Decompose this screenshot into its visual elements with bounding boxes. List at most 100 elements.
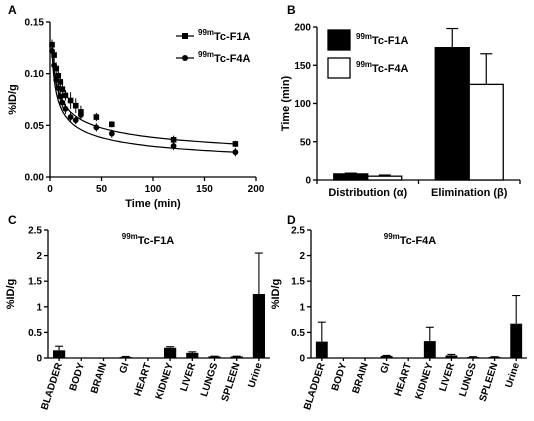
panel-a-point-1 [51,62,58,69]
panel-a-x-tick-label: 100 [145,184,162,195]
panel-d-y-tick-label: 1.5 [291,277,305,288]
panel-c-y-tick-label: 2 [36,251,42,262]
panel-d-category-label-3: GI [379,361,393,375]
panel-a-x-tick-label: 150 [196,184,213,195]
panel-c-category-label-5: KIDNEY [154,361,176,401]
panel-a-point-0 [67,97,74,104]
panel-d-y-label: %ID/g [270,279,282,310]
panel-a-point-1 [93,124,100,131]
panel-c-bar-5 [163,347,177,358]
panel-a-point-0 [72,102,79,109]
panel-c-y-tick-label: 0 [36,354,42,365]
panel-a-point-0 [232,141,239,147]
panel-c-category-label-0: BLADDER [39,361,65,412]
panel-b-letter: B [287,3,296,17]
panel-c-category-label-8: SPLEEN [220,362,243,403]
panel-b-y-tick-label: 0 [305,176,311,187]
panel-d-category-label-9: Urine [504,361,522,389]
panel-a-x-tick-label: 0 [47,184,53,195]
panel-d-y-tick-label: 2.5 [291,226,305,237]
panel-c-y-tick-label: 0.5 [28,328,42,339]
panel-d-letter: D [287,213,296,227]
panel-b-legend-label-0-isotope-sup: 99m [356,32,372,41]
panel-a-point-0 [93,114,100,120]
panel-c-y-tick-label: 1 [36,302,42,313]
panel-b-category-label-0: Distribution (α) [328,187,407,199]
panel-c-y-label: %ID/g [5,279,17,310]
panel-d-bar-8 [488,356,501,358]
panel-c-category-label-2: BRAIN [89,362,109,396]
panel-a-point-1 [62,105,69,112]
panel-a-point-0 [109,121,115,128]
panel-d-y-tick-label: 1 [299,302,305,313]
panel-a-point-1 [108,130,115,137]
panel-c-bar-6 [186,352,199,358]
panel-a-y-tick-label: 0.05 [25,121,45,132]
panel-a-x-label: Time (min) [125,198,181,210]
panel-a-x-tick-label: 200 [248,184,265,195]
panel-b-legend-label-0-compound: Tc-F1A [372,35,409,47]
panel-a-legend-marker-0 [182,33,188,39]
panel-b-legend-label-1-compound: Tc-F4A [372,63,409,75]
panel-d-y-tick-label: 0.5 [291,328,305,339]
panel-b-y-tick-label: 150 [294,61,311,72]
panel-a-legend-label-0: 99mTc-F1A [198,28,251,43]
panel-c-bar-3 [119,356,132,358]
panel-c-letter: C [8,213,17,227]
panel-b-bar-0-0 [333,173,369,181]
panel-b-category-label-1: Elimination (β) [431,187,508,199]
panel-a-point-0 [55,72,62,79]
panel-b-bar-1-1 [468,83,504,181]
panel-a-point-1 [232,149,239,156]
panel-a-y-tick-label: 0.10 [25,69,45,80]
panel-a-point-0 [62,92,69,99]
panel-d-title-compound: Tc-F4A [400,235,437,247]
panel-a-y-tick-label: 0.00 [25,173,45,184]
panel-c-category-label-3: GI [118,361,132,375]
panel-c-title-isotope-sup: 99m [122,232,138,241]
panel-d-category-label-7: LUNGS [458,361,479,398]
panel-a-legend-label-0-isotope-sup: 99m [198,28,214,37]
panel-b-legend-label-1: 99mTc-F4A [356,60,409,75]
panel-a-point-0 [59,86,66,92]
panel-d-bar-6 [445,355,458,358]
panel-b-legend-label-0: 99mTc-F1A [356,32,409,47]
panel-a-point-1 [78,112,84,118]
panel-d-bar-1 [337,357,350,359]
panel-b-y-tick-label: 100 [294,99,311,110]
panel-d-title-isotope-sup: 99m [384,232,400,241]
panel-d-category-label-8: SPLEEN [478,362,501,403]
panel-c-bar-1 [75,357,88,359]
panel-c-bar-8 [230,356,243,358]
panel-a-point-0 [53,65,59,72]
panel-b-bar-0-1 [434,47,470,181]
panel-a-point-0 [57,79,64,85]
panel-c-bar-7 [208,356,221,358]
panel-d-category-label-6: LIVER [438,361,458,393]
panel-c-category-label-4: HEART [133,362,154,398]
panel-a-point-1 [67,114,74,120]
panel-c-bar-9 [252,294,266,358]
panel-a-letter: A [8,3,17,17]
panel-a-fit-curve-1 [51,50,236,153]
panel-a-point-1 [57,93,64,100]
panel-a-legend-marker-1 [182,55,188,61]
panel-d-category-label-5: KIDNEY [414,361,436,401]
panel-c-category-label-7: LUNGS [199,361,220,398]
panel-d-y-tick-label: 2 [299,251,305,262]
panel-d-title: 99mTc-F4A [384,232,437,247]
panel-c-bar-4 [141,357,155,359]
panel-a-point-0 [51,52,57,58]
panel-d-bar-3 [380,355,393,358]
panel-a-point-1 [55,85,62,92]
panel-a-y-label: %ID/g [7,84,19,115]
panel-c-title: 99mTc-F1A [122,232,175,247]
panel-a-point-1 [72,117,79,124]
panel-a-legend-label-0-compound: Tc-F1A [214,31,251,43]
panel-c-title-compound: Tc-F1A [138,235,175,247]
panel-b-legend-label-1-isotope-sup: 99m [356,60,372,69]
panel-d-category-label-2: BRAIN [351,362,371,396]
panel-c-category-label-6: LIVER [179,361,199,393]
panel-a-legend-label-1: 99mTc-F4A [198,50,251,65]
